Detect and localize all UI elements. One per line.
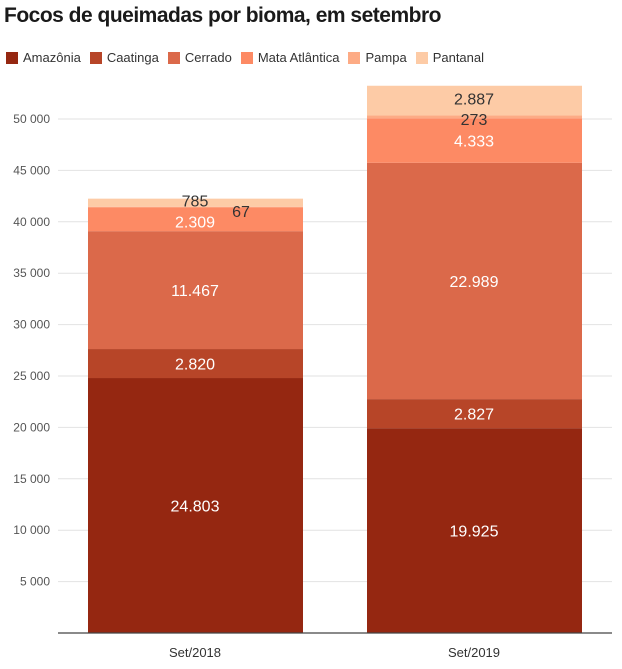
data-label: 273 (461, 112, 488, 129)
legend-item: Pampa (348, 50, 407, 65)
legend-label: Cerrado (184, 50, 232, 65)
data-label: 2.309 (175, 214, 215, 231)
y-tick-label: 45 000 (13, 163, 50, 177)
legend-swatch (89, 51, 102, 64)
legend-label: Pampa (365, 50, 407, 65)
legend-item: Pantanal (415, 50, 485, 65)
bar-segment (367, 399, 582, 429)
legend-item: Cerrado (167, 50, 232, 65)
bar-segment (367, 428, 582, 633)
data-label: 2.887 (454, 92, 494, 109)
bar-segment (367, 162, 582, 400)
bar-segment (88, 198, 303, 207)
legend-label: Pantanal (432, 50, 485, 65)
y-tick-label: 15 000 (13, 472, 50, 486)
legend-label: Mata Atlântica (257, 50, 340, 65)
legend-swatch (348, 51, 361, 64)
legend-swatch (415, 51, 428, 64)
y-tick-label: 25 000 (13, 369, 50, 383)
data-label: 67 (232, 204, 250, 221)
data-label: 24.803 (171, 499, 220, 516)
bar-segment (367, 85, 582, 116)
y-tick-label: 40 000 (13, 215, 50, 229)
y-tick-label: 10 000 (13, 523, 50, 537)
chart-title: Focos de queimadas por bioma, em setembr… (4, 4, 441, 27)
legend-label: Caatinga (106, 50, 159, 65)
y-tick-label: 50 000 (13, 112, 50, 126)
bar-segment (88, 207, 303, 232)
y-tick-label: 5 000 (20, 575, 50, 589)
legend-label: Amazônia (23, 50, 81, 65)
bar-segment (88, 349, 303, 379)
legend-item: Mata Atlântica (240, 50, 340, 65)
legend-swatch (240, 51, 253, 64)
bar-segment (88, 378, 303, 633)
chart-legend: Amazônia Caatinga Cerrado Mata Atlântica Pam… (6, 50, 493, 65)
y-tick-label: 35 000 (13, 266, 50, 280)
data-label: 19.925 (450, 524, 499, 541)
bar-segment (88, 231, 303, 350)
legend-swatch (167, 51, 180, 64)
x-tick-label: Set/2018 (169, 645, 221, 660)
legend-item: Caatinga (89, 50, 159, 65)
data-label: 11.467 (171, 283, 219, 300)
y-tick-label: 30 000 (13, 318, 50, 332)
data-label: 22.989 (450, 274, 499, 291)
legend-item: Amazônia (6, 50, 81, 65)
y-tick-label: 20 000 (13, 420, 50, 434)
bar-segment (367, 115, 582, 119)
data-label: 785 (182, 194, 209, 211)
data-label: 4.333 (454, 134, 494, 151)
bar-segment (367, 118, 582, 163)
legend-swatch (6, 51, 18, 64)
bar-segment (88, 206, 303, 208)
data-label: 2.820 (175, 357, 215, 374)
x-tick-label: Set/2019 (448, 645, 500, 660)
data-label: 2.827 (454, 407, 494, 424)
